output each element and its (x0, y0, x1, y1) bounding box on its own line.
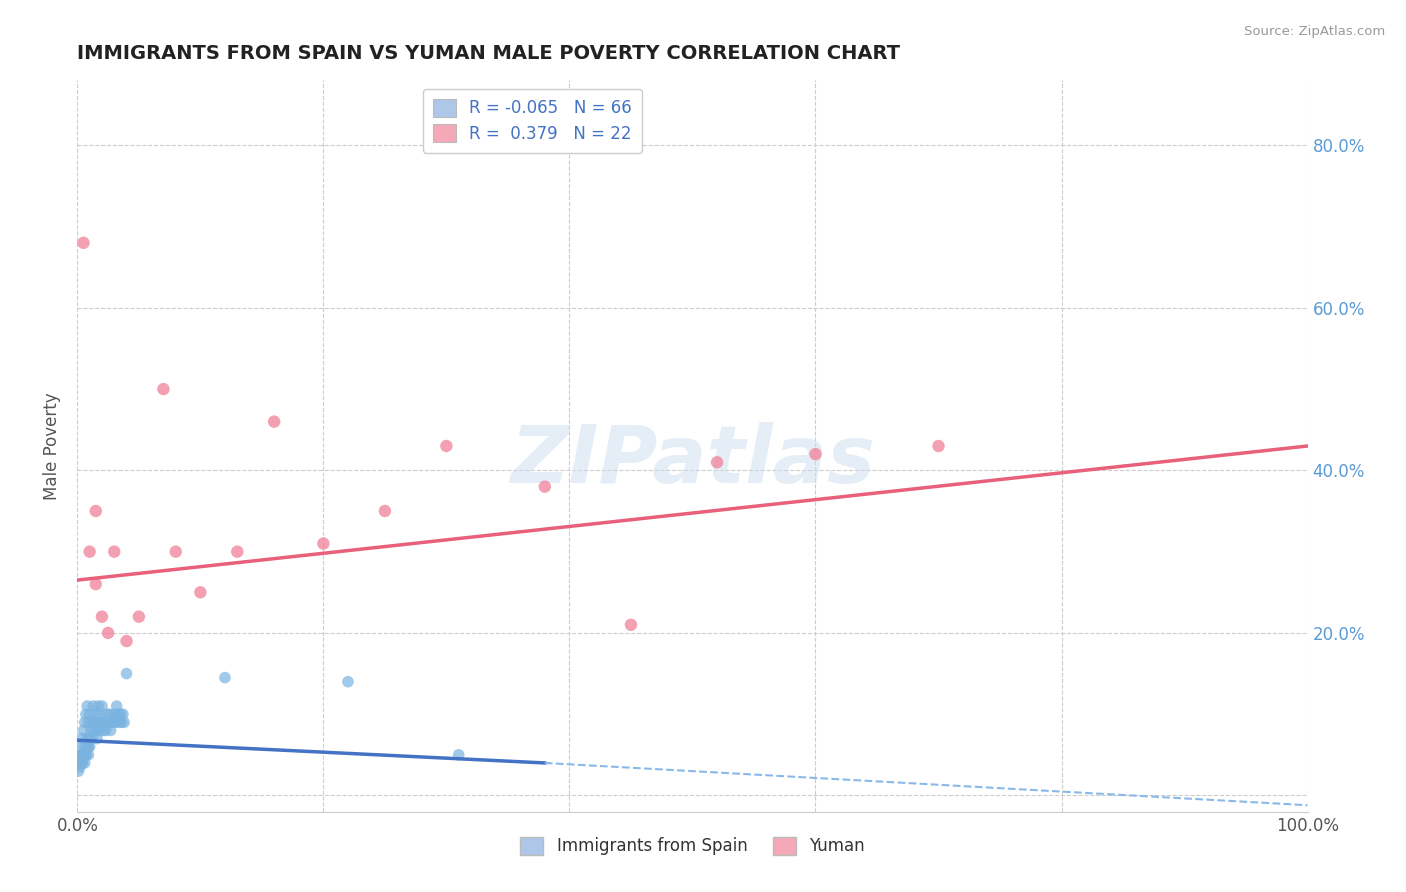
Point (70, 747, 93, 762)
Point (77, 739, 100, 754)
Point (86, 731, 108, 746)
Point (80, 723, 103, 738)
Point (86, 715, 108, 730)
Text: ZIPatlas: ZIPatlas (510, 422, 875, 500)
Point (103, 544, 125, 558)
Point (75, 707, 97, 722)
Point (337, 674, 360, 689)
Point (620, 617, 643, 632)
Point (90, 609, 114, 624)
Point (77, 715, 100, 730)
Point (84, 577, 107, 591)
Point (87, 699, 110, 714)
Point (111, 715, 132, 730)
Point (79, 739, 101, 754)
Point (79, 544, 101, 558)
Point (70, 756, 93, 770)
Point (97, 715, 120, 730)
Point (77, 747, 100, 762)
Point (70, 739, 93, 754)
Point (706, 455, 728, 469)
Point (83, 715, 105, 730)
Point (69, 752, 91, 766)
Point (72, 747, 94, 762)
Point (89, 707, 111, 722)
Point (107, 707, 129, 722)
Point (96, 707, 118, 722)
Point (72, 723, 94, 738)
Point (82, 715, 104, 730)
Point (67, 764, 90, 778)
Point (101, 715, 124, 730)
Point (73, 715, 96, 730)
Point (214, 671, 236, 685)
Point (82, 731, 104, 746)
Point (111, 707, 134, 722)
Point (79, 707, 101, 722)
Point (226, 544, 249, 558)
Point (104, 715, 127, 730)
Point (804, 447, 827, 461)
Point (89, 723, 111, 738)
Point (110, 707, 132, 722)
Point (374, 504, 396, 518)
Point (101, 715, 124, 730)
Point (103, 707, 125, 722)
Point (91, 723, 114, 738)
Point (79, 731, 101, 746)
Point (94, 723, 117, 738)
Point (90, 699, 114, 714)
Point (115, 634, 138, 648)
Point (76, 731, 98, 746)
Point (98, 707, 121, 722)
Point (928, 439, 950, 453)
Point (97, 626, 120, 640)
Point (128, 609, 150, 624)
Point (76, 699, 98, 714)
Point (84, 723, 107, 738)
Point (70, 747, 93, 762)
Y-axis label: Male Poverty: Male Poverty (44, 392, 62, 500)
Point (534, 480, 557, 494)
Point (90, 715, 112, 730)
Point (70, 756, 93, 770)
Point (263, 415, 285, 429)
Point (152, 382, 174, 396)
Point (73, 756, 96, 770)
Point (73, 739, 96, 754)
Point (84, 707, 107, 722)
Point (93, 715, 115, 730)
Point (69, 756, 91, 770)
Point (72, 747, 94, 762)
Point (112, 715, 135, 730)
Point (447, 747, 470, 762)
Point (436, 439, 458, 453)
Point (188, 585, 212, 599)
Text: IMMIGRANTS FROM SPAIN VS YUMAN MALE POVERTY CORRELATION CHART: IMMIGRANTS FROM SPAIN VS YUMAN MALE POVE… (77, 45, 900, 63)
Legend: Immigrants from Spain, Yuman: Immigrants from Spain, Yuman (513, 830, 872, 862)
Point (70, 731, 93, 746)
Point (105, 699, 128, 714)
Point (312, 536, 335, 550)
Point (72, 235, 94, 250)
Point (67, 756, 90, 770)
Point (75, 747, 97, 762)
Text: Source: ZipAtlas.com: Source: ZipAtlas.com (1244, 25, 1385, 38)
Point (100, 723, 122, 738)
Point (82, 723, 104, 738)
Point (165, 544, 187, 558)
Point (75, 747, 97, 762)
Point (108, 715, 131, 730)
Point (115, 666, 138, 681)
Point (82, 699, 104, 714)
Point (69, 760, 91, 774)
Point (76, 739, 98, 754)
Point (84, 504, 107, 518)
